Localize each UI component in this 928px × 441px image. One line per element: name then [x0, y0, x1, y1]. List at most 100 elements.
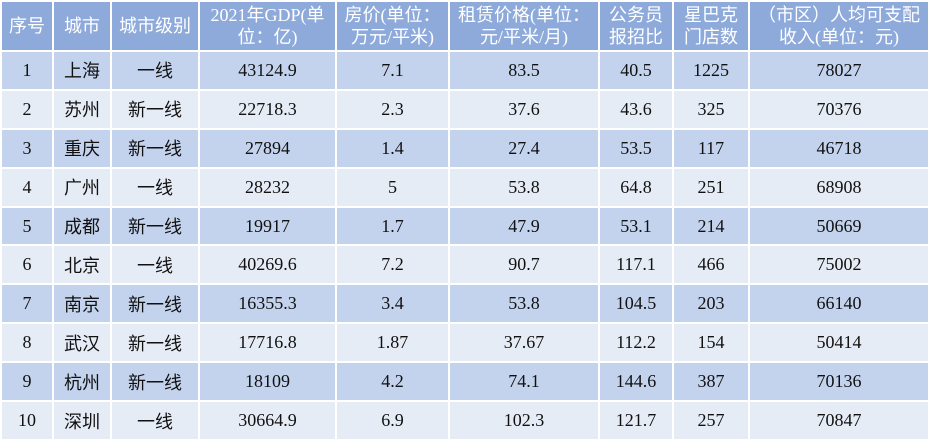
table-cell: 117 — [672, 127, 750, 169]
table-row: 10 深圳 一线 30664.9 6.9 102.3 121.7 257 70847 — [0, 400, 928, 441]
table-cell: 27894 — [198, 127, 337, 169]
table-cell: 70136 — [748, 361, 928, 403]
table-cell: 102.3 — [448, 400, 600, 441]
table-cell: 144.6 — [598, 361, 674, 403]
table-cell: 154 — [672, 322, 750, 364]
header-cell: 城市 — [52, 0, 112, 52]
table-cell: 7.2 — [335, 244, 450, 286]
table-cell: 一线 — [110, 400, 200, 441]
table-cell: 6 — [0, 244, 54, 286]
table-cell: 苏州 — [52, 88, 112, 130]
table-cell: 新一线 — [110, 88, 200, 130]
table-cell: 37.6 — [448, 88, 600, 130]
table-cell: 5 — [335, 166, 450, 208]
table-cell: 1.4 — [335, 127, 450, 169]
table-cell: 74.1 — [448, 361, 600, 403]
table-cell: 杭州 — [52, 361, 112, 403]
header-row: 序号 城市 城市级别 2021年GDP(单位：亿) 房价(单位：万元/平米) 租赁价格(单… — [0, 0, 928, 52]
table-cell: 70376 — [748, 88, 928, 130]
header-cell: （市区）人均可支配收入(单位：元) — [748, 0, 928, 52]
table-cell: 北京 — [52, 244, 112, 286]
header-cell: 序号 — [0, 0, 54, 52]
table-cell: 53.1 — [598, 205, 674, 247]
table-cell: 1.7 — [335, 205, 450, 247]
table-cell: 4.2 — [335, 361, 450, 403]
table-row: 2 苏州 新一线 22718.3 2.3 37.6 43.6 325 70376 — [0, 88, 928, 130]
table-cell: 武汉 — [52, 322, 112, 364]
header-cell: 公务员报招比 — [598, 0, 674, 52]
table-cell: 53.5 — [598, 127, 674, 169]
table-cell: 新一线 — [110, 322, 200, 364]
table-cell: 64.8 — [598, 166, 674, 208]
table-cell: 17716.8 — [198, 322, 337, 364]
table-cell: 50414 — [748, 322, 928, 364]
table-cell: 40269.6 — [198, 244, 337, 286]
table-cell: 3.4 — [335, 283, 450, 325]
table-row: 8 武汉 新一线 17716.8 1.87 37.67 112.2 154 50414 — [0, 322, 928, 364]
table-cell: 50669 — [748, 205, 928, 247]
header-cell: 2021年GDP(单位：亿) — [198, 0, 337, 52]
table-cell: 22718.3 — [198, 88, 337, 130]
table-cell: 75002 — [748, 244, 928, 286]
table-cell: 66140 — [748, 283, 928, 325]
table-cell: 325 — [672, 88, 750, 130]
table-cell: 466 — [672, 244, 750, 286]
table-cell: 10 — [0, 400, 54, 441]
table-cell: 一线 — [110, 166, 200, 208]
table-cell: 203 — [672, 283, 750, 325]
table-cell: 广州 — [52, 166, 112, 208]
table-cell: 43124.9 — [198, 50, 337, 91]
table-cell: 121.7 — [598, 400, 674, 441]
table-cell: 43.6 — [598, 88, 674, 130]
table-cell: 1225 — [672, 50, 750, 91]
table-cell: 南京 — [52, 283, 112, 325]
table-cell: 387 — [672, 361, 750, 403]
table-cell: 重庆 — [52, 127, 112, 169]
table-cell: 68908 — [748, 166, 928, 208]
table-row: 3 重庆 新一线 27894 1.4 27.4 53.5 117 46718 — [0, 127, 928, 169]
table-cell: 2 — [0, 88, 54, 130]
table-row: 7 南京 新一线 16355.3 3.4 53.8 104.5 203 66140 — [0, 283, 928, 325]
table-cell: 新一线 — [110, 127, 200, 169]
table-cell: 7 — [0, 283, 54, 325]
table-cell: 6.9 — [335, 400, 450, 441]
table-cell: 83.5 — [448, 50, 600, 91]
table-cell: 新一线 — [110, 205, 200, 247]
table-cell: 深圳 — [52, 400, 112, 441]
table-cell: 47.9 — [448, 205, 600, 247]
table-cell: 90.7 — [448, 244, 600, 286]
header-cell: 星巴克门店数 — [672, 0, 750, 52]
table-row: 5 成都 新一线 19917 1.7 47.9 53.1 214 50669 — [0, 205, 928, 247]
table-cell: 新一线 — [110, 283, 200, 325]
table-cell: 40.5 — [598, 50, 674, 91]
table-cell: 104.5 — [598, 283, 674, 325]
table-cell: 成都 — [52, 205, 112, 247]
table-cell: 53.8 — [448, 283, 600, 325]
table-cell: 9 — [0, 361, 54, 403]
table-cell: 27.4 — [448, 127, 600, 169]
table-cell: 16355.3 — [198, 283, 337, 325]
header-cell: 租赁价格(单位：元/平米/月) — [448, 0, 600, 52]
table-cell: 上海 — [52, 50, 112, 91]
header-cell: 城市级别 — [110, 0, 200, 52]
table-cell: 8 — [0, 322, 54, 364]
table-cell: 18109 — [198, 361, 337, 403]
table-cell: 28232 — [198, 166, 337, 208]
table-cell: 1.87 — [335, 322, 450, 364]
table-cell: 112.2 — [598, 322, 674, 364]
table-cell: 19917 — [198, 205, 337, 247]
table-row: 6 北京 一线 40269.6 7.2 90.7 117.1 466 75002 — [0, 244, 928, 286]
table-cell: 一线 — [110, 50, 200, 91]
table-cell: 5 — [0, 205, 54, 247]
table-cell: 3 — [0, 127, 54, 169]
table-row: 9 杭州 新一线 18109 4.2 74.1 144.6 387 70136 — [0, 361, 928, 403]
table-cell: 117.1 — [598, 244, 674, 286]
table-cell: 一线 — [110, 244, 200, 286]
table-cell: 251 — [672, 166, 750, 208]
table-cell: 37.67 — [448, 322, 600, 364]
table-cell: 70847 — [748, 400, 928, 441]
table-cell: 214 — [672, 205, 750, 247]
table-cell: 30664.9 — [198, 400, 337, 441]
table-row: 4 广州 一线 28232 5 53.8 64.8 251 68908 — [0, 166, 928, 208]
